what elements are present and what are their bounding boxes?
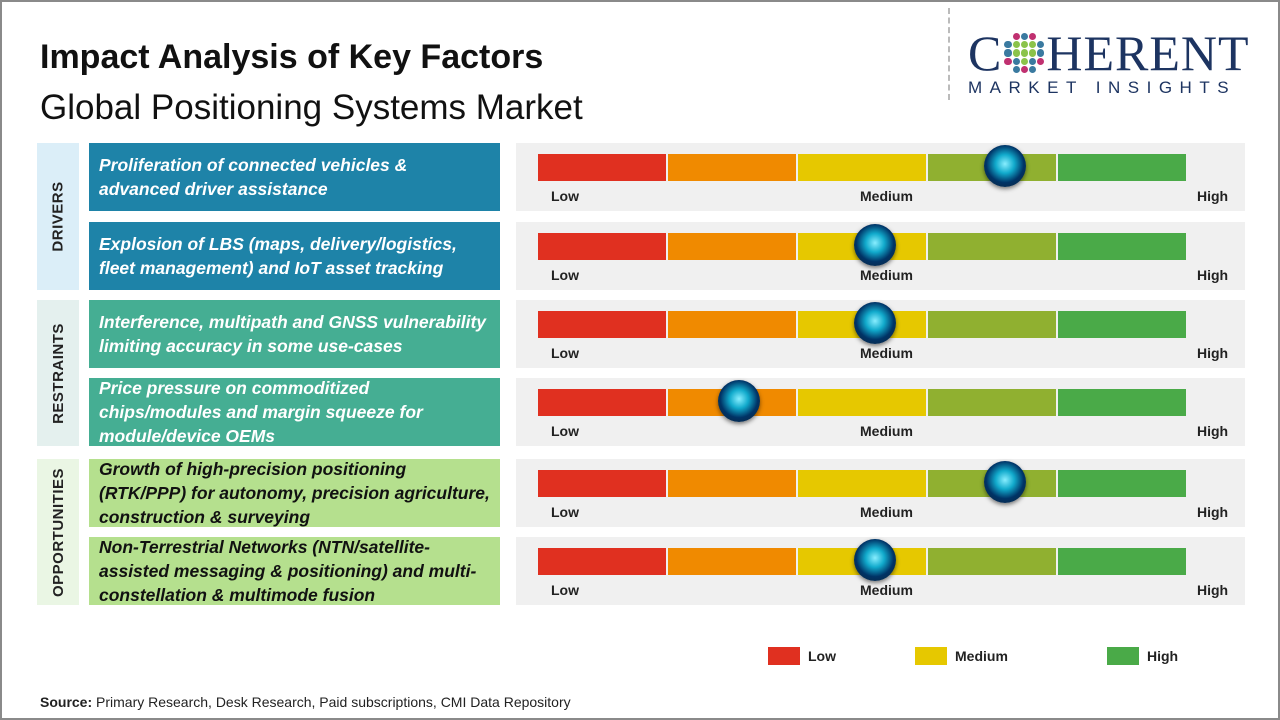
- legend-item: Medium: [915, 647, 1008, 665]
- impact-marker: [853, 224, 896, 266]
- scale-label-low: Low: [551, 267, 579, 283]
- scale-label-high: High: [1197, 267, 1229, 283]
- legend-item: Low: [768, 647, 836, 665]
- gauge-segment: [668, 548, 796, 575]
- gauge-segment: [928, 548, 1056, 575]
- legend-label: High: [1147, 648, 1179, 664]
- logo-word: HERENT: [1046, 25, 1250, 81]
- scale-label-medium: Medium: [860, 423, 913, 439]
- gauge-segment: [928, 389, 1056, 416]
- scale-label-medium: Medium: [860, 582, 913, 598]
- scale-label-low: Low: [551, 423, 579, 439]
- legend-label: Medium: [955, 648, 1008, 664]
- factor-text: Growth of high-precision positioning (RT…: [89, 459, 500, 527]
- scale-label-high: High: [1197, 504, 1229, 520]
- gauge-segment: [1058, 389, 1186, 416]
- factor-text: Non-Terrestrial Networks (NTN/satellite-…: [89, 537, 500, 605]
- scale-label-medium: Medium: [860, 188, 913, 204]
- legend-swatch: [1107, 647, 1139, 665]
- scale-label-medium: Medium: [860, 345, 913, 361]
- category-restraints: RESTRAINTS: [37, 300, 79, 446]
- scale-label-low: Low: [551, 582, 579, 598]
- gauge-segment: [798, 389, 926, 416]
- scale-label-high: High: [1197, 188, 1229, 204]
- scale-label-medium: Medium: [860, 504, 913, 520]
- impact-gauge: Low Medium High: [516, 143, 1245, 211]
- gauge-segment: [538, 233, 666, 260]
- impact-gauge: Low Medium High: [516, 222, 1245, 290]
- gauge-segment: [668, 470, 796, 497]
- gauge-segment: [1058, 470, 1186, 497]
- category-label: DRIVERS: [49, 181, 67, 252]
- scale-label-low: Low: [551, 188, 579, 204]
- scale-label-high: High: [1197, 345, 1229, 361]
- gauge-segment: [538, 470, 666, 497]
- gauge-segment: [538, 154, 666, 181]
- impact-marker: [717, 380, 760, 422]
- impact-gauge: Low Medium High: [516, 537, 1245, 605]
- category-drivers: DRIVERS: [37, 143, 79, 290]
- scale-label-low: Low: [551, 345, 579, 361]
- impact-marker: [983, 461, 1026, 503]
- legend-swatch: [768, 647, 800, 665]
- gauge-segment: [1058, 154, 1186, 181]
- gauge-segment: [538, 311, 666, 338]
- impact-gauge: Low Medium High: [516, 459, 1245, 527]
- legend-label: Low: [808, 648, 836, 664]
- scale-label-high: High: [1197, 423, 1229, 439]
- page-title: Impact Analysis of Key Factors: [40, 38, 544, 76]
- scale-label-high: High: [1197, 582, 1229, 598]
- globe-icon: [1004, 33, 1045, 73]
- gauge-segment: [668, 154, 796, 181]
- logo-tagline: MARKET INSIGHTS: [968, 78, 1237, 97]
- page-subtitle: Global Positioning Systems Market: [40, 88, 583, 127]
- category-opportunities: OPPORTUNITIES: [37, 459, 79, 605]
- gauge-segment: [1058, 548, 1186, 575]
- impact-gauge: Low Medium High: [516, 300, 1245, 368]
- divider: [948, 8, 950, 100]
- category-label: OPPORTUNITIES: [49, 467, 67, 597]
- factor-text: Proliferation of connected vehicles & ad…: [89, 143, 500, 211]
- legend-swatch: [915, 647, 947, 665]
- gauge-segment: [928, 233, 1056, 260]
- factor-text: Interference, multipath and GNSS vulnera…: [89, 300, 500, 368]
- gauge-segment: [538, 389, 666, 416]
- gauge-segment: [1058, 233, 1186, 260]
- source-label: Source:: [40, 694, 93, 710]
- factor-text: Price pressure on commoditized chips/mod…: [89, 378, 500, 446]
- impact-gauge: Low Medium High: [516, 378, 1245, 446]
- impact-marker: [853, 302, 896, 344]
- category-label: RESTRAINTS: [49, 322, 67, 424]
- gauge-segment: [1058, 311, 1186, 338]
- source-text: Primary Research, Desk Research, Paid su…: [92, 694, 571, 710]
- factor-text: Explosion of LBS (maps, delivery/logisti…: [89, 222, 500, 290]
- legend-item: High: [1107, 647, 1178, 665]
- gauge-segment: [928, 311, 1056, 338]
- impact-marker: [853, 539, 896, 581]
- scale-label-low: Low: [551, 504, 579, 520]
- gauge-segment: [798, 154, 926, 181]
- gauge-segment: [668, 311, 796, 338]
- logo: C HERENT MARKET INSIGHTS: [968, 25, 1260, 98]
- logo-letter: C: [968, 25, 1003, 81]
- scale-label-medium: Medium: [860, 267, 913, 283]
- source-note: Source: Primary Research, Desk Research,…: [40, 694, 571, 710]
- gauge-segment: [668, 233, 796, 260]
- gauge-segment: [538, 548, 666, 575]
- impact-marker: [983, 145, 1026, 187]
- gauge-segment: [798, 470, 926, 497]
